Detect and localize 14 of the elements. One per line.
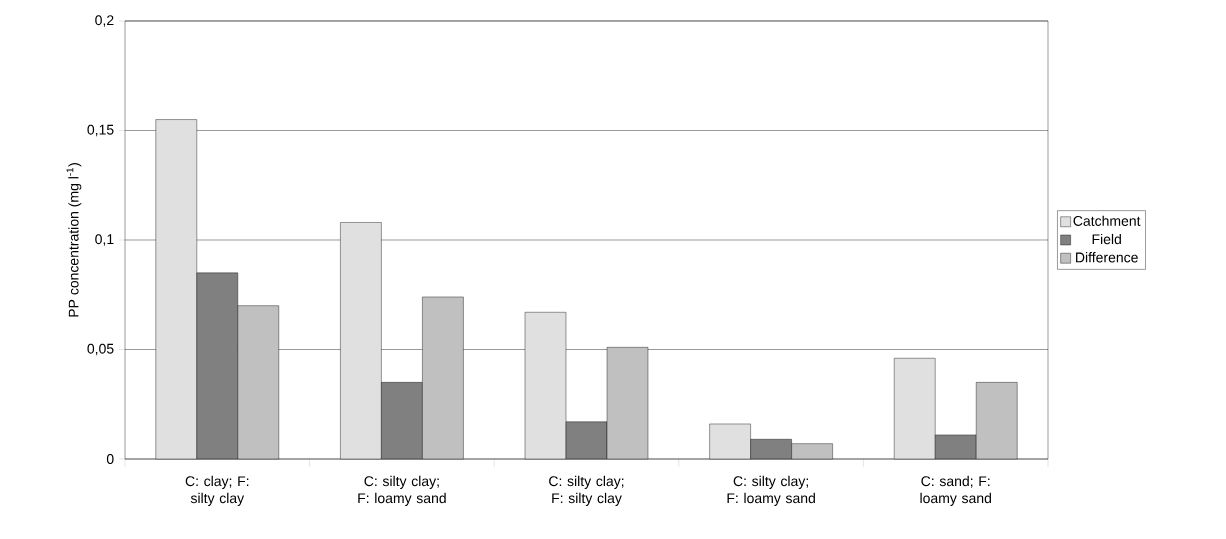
y-tick-label: 0,1 xyxy=(95,234,114,246)
y-tick-label: 0,15 xyxy=(87,124,114,137)
x-tick-label: C: silty clay; F: loamy sand xyxy=(358,475,446,506)
legend-label: Catchment xyxy=(1073,215,1141,226)
x-tick-label: C: silty clay; F: loamy sand xyxy=(727,475,815,506)
x-tick-label: C: sand; F: loamy sand xyxy=(920,475,991,506)
y-tick-label: 0,05 xyxy=(87,343,114,356)
y-tick-label: 0 xyxy=(106,454,114,464)
y-tick-label: 0,2 xyxy=(95,15,114,27)
legend-label: Field xyxy=(1092,233,1121,245)
y-axis-title: PP concentration (mg l$^{-1}$) xyxy=(66,163,82,317)
legend-label: Difference xyxy=(1076,252,1138,263)
x-tick-label: C: clay; F: silty clay xyxy=(185,475,249,506)
x-tick-label: C: silty clay; F: silty clay xyxy=(549,475,624,506)
